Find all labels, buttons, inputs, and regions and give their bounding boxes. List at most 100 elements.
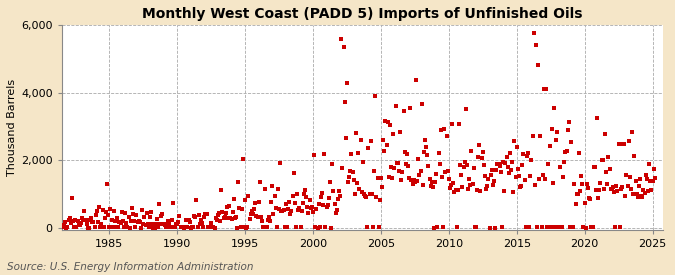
Point xyxy=(619,142,630,146)
Point xyxy=(240,197,250,202)
Point xyxy=(156,214,167,219)
Point xyxy=(77,216,88,220)
Point xyxy=(180,225,190,229)
Point xyxy=(448,180,459,185)
Point xyxy=(597,158,608,162)
Point xyxy=(542,225,553,230)
Point xyxy=(579,201,590,205)
Point xyxy=(344,175,354,179)
Point xyxy=(449,190,460,194)
Point xyxy=(265,219,275,223)
Point xyxy=(196,218,207,222)
Point xyxy=(122,225,133,230)
Point xyxy=(271,225,282,229)
Point xyxy=(340,136,351,140)
Point xyxy=(514,174,524,178)
Point xyxy=(238,225,249,229)
Point xyxy=(464,177,475,181)
Point xyxy=(427,179,437,184)
Point xyxy=(474,143,485,147)
Point xyxy=(90,213,101,217)
Point xyxy=(424,177,435,181)
Point xyxy=(203,225,214,229)
Point xyxy=(238,157,248,161)
Point xyxy=(591,188,601,192)
Point xyxy=(410,78,421,82)
Point xyxy=(460,107,471,111)
Point xyxy=(211,218,222,222)
Point xyxy=(516,184,526,188)
Point xyxy=(190,215,200,219)
Title: Monthly West Coast (PADD 5) Imports of Unfinished Oils: Monthly West Coast (PADD 5) Imports of U… xyxy=(142,7,583,21)
Point xyxy=(470,225,481,230)
Point xyxy=(381,143,392,148)
Point xyxy=(261,225,272,229)
Point xyxy=(243,194,254,199)
Point xyxy=(258,225,269,229)
Point xyxy=(230,216,240,220)
Point xyxy=(541,87,551,91)
Point xyxy=(103,213,113,217)
Point xyxy=(510,175,521,180)
Point xyxy=(119,225,130,229)
Point xyxy=(472,155,483,159)
Point xyxy=(467,182,478,186)
Point xyxy=(186,225,197,230)
Point xyxy=(61,226,72,230)
Point xyxy=(192,225,203,230)
Point xyxy=(151,216,162,221)
Point xyxy=(531,43,541,47)
Point xyxy=(357,160,368,164)
Point xyxy=(543,162,554,167)
Point xyxy=(452,188,463,192)
Point xyxy=(70,218,81,222)
Point xyxy=(533,63,543,68)
Point xyxy=(518,152,529,156)
Point xyxy=(560,150,571,155)
Point xyxy=(285,212,296,216)
Point xyxy=(532,225,543,229)
Point xyxy=(232,226,242,230)
Point xyxy=(392,161,403,166)
Point xyxy=(362,225,373,230)
Point xyxy=(418,150,429,154)
Point xyxy=(250,201,261,205)
Point xyxy=(368,225,379,229)
Point xyxy=(511,144,522,149)
Point xyxy=(63,218,74,222)
Point xyxy=(169,225,180,229)
Point xyxy=(544,144,555,148)
Point xyxy=(435,128,446,132)
Point xyxy=(549,106,560,110)
Point xyxy=(111,225,122,230)
Point xyxy=(404,176,414,180)
Point xyxy=(361,194,372,199)
Point xyxy=(450,187,461,192)
Point xyxy=(363,146,374,150)
Point xyxy=(288,170,299,175)
Point xyxy=(350,131,361,135)
Point xyxy=(221,205,232,209)
Point xyxy=(146,210,157,214)
Point xyxy=(403,164,414,169)
Point xyxy=(253,200,264,204)
Point xyxy=(96,222,107,226)
Point xyxy=(200,212,211,216)
Point xyxy=(155,221,165,226)
Point xyxy=(630,179,641,183)
Point xyxy=(645,178,655,183)
Point xyxy=(465,183,476,187)
Point xyxy=(336,37,347,41)
Point xyxy=(348,178,359,183)
Point xyxy=(499,189,510,193)
Point xyxy=(497,225,508,230)
Y-axis label: Thousand Barrels: Thousand Barrels xyxy=(7,79,17,176)
Point xyxy=(414,172,425,177)
Point xyxy=(113,225,124,229)
Point xyxy=(574,150,585,155)
Point xyxy=(618,142,628,146)
Point xyxy=(606,187,617,191)
Point xyxy=(308,210,319,214)
Point xyxy=(333,189,344,193)
Point xyxy=(327,162,338,166)
